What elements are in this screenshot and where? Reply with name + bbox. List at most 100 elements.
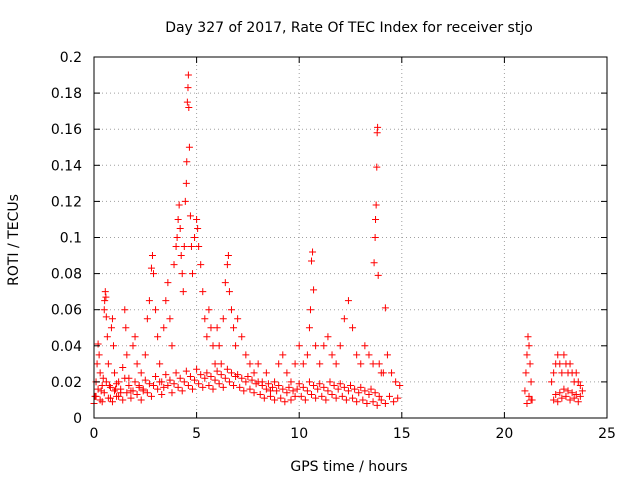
data-point [193,215,201,223]
y-tick-label: 0.12 [51,194,82,210]
data-point [184,71,192,79]
data-point [170,380,178,388]
data-point [353,398,361,406]
data-point [115,378,123,386]
data-point [287,378,295,386]
data-point [369,360,377,368]
data-point [299,360,307,368]
data-point [221,279,229,287]
data-point [371,234,379,241]
data-point [102,313,110,321]
data-point [277,394,285,402]
data-point [173,234,181,241]
data-point [361,387,369,395]
y-tick-label: 0.06 [51,303,82,319]
x-tick-label: 20 [495,426,513,442]
y-tick-label: 0.04 [51,339,82,355]
data-point [152,306,160,314]
data-point [242,378,250,386]
data-point [121,306,129,314]
data-point [297,392,305,400]
data-point [187,243,195,251]
data-point [209,342,217,350]
data-point [524,333,532,341]
data-point [291,392,299,400]
x-tick-label: 5 [192,426,201,442]
data-point [197,371,205,379]
y-tick-label: 0 [73,411,82,427]
data-point [111,387,119,395]
data-point [111,369,119,377]
data-point [377,396,385,404]
y-tick-label: 0.08 [51,267,82,283]
data-point [143,389,151,397]
data-point [266,387,274,395]
data-point [224,252,232,260]
data-point [180,378,188,386]
data-point [379,369,387,377]
data-point [238,333,246,341]
data-point [525,392,533,400]
data-point [223,365,231,373]
data-point [381,304,389,312]
data-point [145,297,153,305]
data-point [357,383,365,391]
data-point [96,369,104,377]
data-point [129,342,137,350]
data-point [566,396,574,404]
data-point [328,351,336,359]
data-point [254,360,262,368]
data-point [168,342,176,350]
data-point [306,306,314,314]
data-point [211,360,219,368]
data-point [98,382,106,390]
data-point [372,201,380,209]
data-point [369,398,377,406]
data-point [104,360,112,368]
data-point [143,315,151,323]
data-point [94,340,102,348]
data-point [178,387,186,395]
data-point [186,212,194,220]
data-point [103,333,111,341]
data-point [576,392,584,400]
data-point [227,306,235,314]
data-point [122,324,130,332]
data-point [100,306,108,314]
data-point [182,179,190,187]
data-point [269,383,277,391]
data-point [185,143,193,151]
data-point [365,351,373,359]
data-point [525,342,533,350]
data-point [552,391,560,399]
data-point [93,360,101,368]
data-point [375,392,383,400]
data-point [106,383,114,391]
data-point [102,293,110,301]
data-point [203,369,211,377]
data-point [244,372,252,380]
data-point [106,394,114,402]
data-point [396,382,404,390]
data-point [336,380,344,388]
data-point [101,288,109,296]
data-point [207,372,215,380]
data-point [279,385,287,393]
data-point [312,394,320,402]
data-point [145,380,153,388]
data-point [225,378,233,386]
data-point [353,351,361,359]
data-point [357,360,365,368]
data-point [338,392,346,400]
data-point [367,385,375,393]
data-point [271,396,279,404]
data-point [133,391,141,399]
data-point [374,271,382,279]
data-point [248,376,256,384]
data-point [201,374,209,382]
data-point [336,342,344,350]
data-point [550,369,558,377]
data-point [160,324,168,332]
data-point [178,270,186,278]
